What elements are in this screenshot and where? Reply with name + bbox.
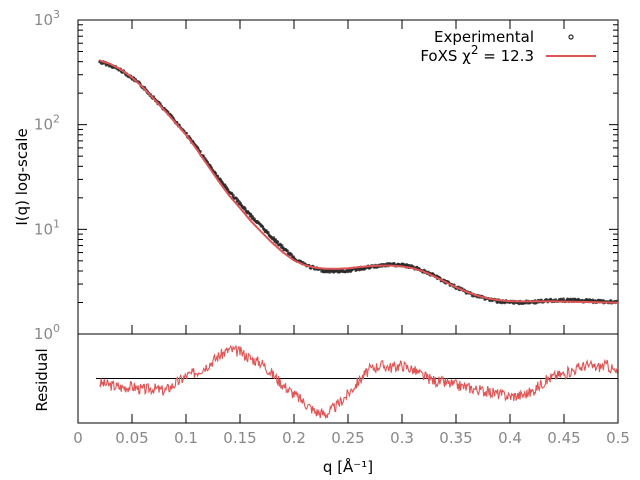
experimental-point [266,230,270,234]
legend-foxs-label-main: FoXS χ [420,47,471,65]
experimental-point [290,253,293,257]
x-tick-label: 0.2 [282,429,306,447]
x-tick-label: 0.45 [547,429,580,447]
experimental-point [232,194,235,197]
residual-series-layer [96,344,618,420]
legend-experimental-label: Experimental [434,28,534,46]
legend-foxs-label-tail: = 12.3 [478,47,534,65]
x-tick-label: 0.5 [606,429,630,447]
x-tick-label: 0.4 [498,429,522,447]
y-axis-label-top: I(q) log-scale [13,128,31,225]
y-tick-label: 101 [34,217,60,238]
y-tick-base: 10 [34,220,53,238]
y-tick-exponent: 2 [53,113,60,126]
legend-foxs-label: FoXS χ2 = 12.3 [420,43,534,65]
x-tick-label: 0.35 [439,429,472,447]
experimental-point [286,249,289,253]
legend-experimental-marker [568,34,574,40]
x-tick-label: 0.15 [223,429,256,447]
experimental-point [216,174,220,178]
legend-foxs-label-exponent: 2 [471,43,479,57]
x-tick-label: 0 [73,429,83,447]
x-axis-label: q [Å⁻¹] [323,457,373,476]
y-tick-label: 103 [34,8,60,29]
top-plot-frame [77,19,619,335]
y-tick-exponent: 3 [53,8,60,21]
y-tick-label: 102 [34,113,60,134]
experimental-point [272,236,275,239]
y-tick-base: 10 [34,11,53,29]
y-tick-exponent: 0 [53,322,60,335]
intensity-series-layer [98,59,619,306]
x-tick-label: 0.3 [390,429,414,447]
y-axis-label-residual: Residual [33,348,51,411]
x-tick-label: 0.1 [174,429,198,447]
y-tick-label: 100 [34,322,60,343]
foxs-fit-line [99,59,619,304]
y-tick-base: 10 [34,116,53,134]
residual-line [99,344,618,420]
experimental-point [251,215,255,219]
x-tick-label: 0.05 [115,429,148,447]
x-tick-label: 0.25 [331,429,364,447]
y-tick-base: 10 [34,325,53,343]
experimental-point [276,240,280,244]
experimental-point [280,244,284,247]
y-tick-exponent: 1 [53,217,60,230]
